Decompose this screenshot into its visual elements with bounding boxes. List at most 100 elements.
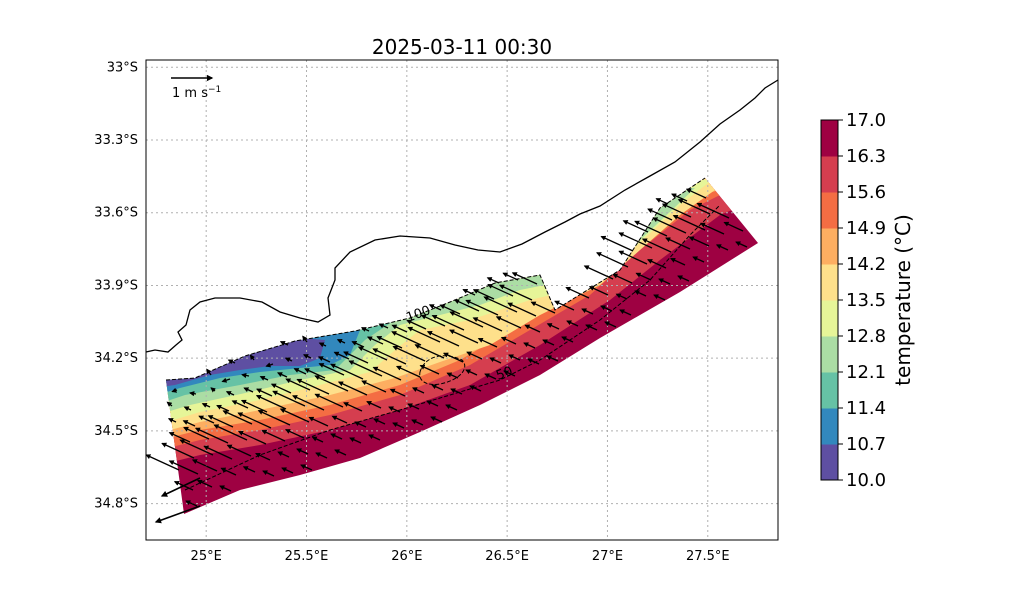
current-arrow	[677, 275, 690, 282]
current-arrow	[368, 434, 381, 441]
current-arrow	[330, 363, 364, 380]
colorbar-tick-label: 14.2	[846, 254, 886, 275]
current-arrow	[213, 424, 248, 441]
current-arrow	[445, 404, 458, 411]
current-arrow	[699, 222, 725, 235]
current-arrow	[293, 368, 307, 375]
current-arrow	[622, 220, 649, 233]
y-tick-label: 33.6°S	[94, 206, 138, 221]
current-arrow	[561, 336, 574, 343]
current-arrow	[360, 327, 370, 332]
current-arrow	[227, 359, 236, 365]
colorbar-band	[821, 264, 838, 301]
colorbar-band	[821, 372, 838, 409]
axes-frame	[145, 59, 779, 541]
colorbar-band	[821, 408, 838, 445]
current-arrow	[388, 406, 401, 413]
current-arrow	[661, 203, 692, 218]
current-arrow	[182, 420, 196, 427]
colorbar-label: temperature (°C)	[891, 214, 915, 386]
current-arrow	[392, 422, 405, 429]
current-arrow	[226, 444, 252, 457]
current-arrow	[281, 467, 294, 474]
current-arrow	[426, 331, 460, 347]
colorbar-band	[821, 444, 838, 481]
current-arrow	[256, 388, 273, 397]
current-arrow	[507, 302, 537, 317]
colorbar-band	[821, 120, 838, 157]
current-arrow	[336, 339, 346, 344]
current-arrow	[665, 237, 691, 250]
current-arrow	[581, 308, 594, 315]
current-arrow	[585, 324, 598, 331]
colorbar-band	[821, 336, 838, 373]
current-arrow	[634, 220, 668, 237]
current-arrow	[511, 272, 538, 285]
current-arrow	[351, 341, 365, 348]
colorbar-band	[821, 228, 838, 265]
colorbar-tick-label: 12.1	[846, 362, 886, 383]
current-arrow	[196, 479, 213, 488]
current-arrow	[419, 364, 440, 375]
current-arrow	[618, 232, 653, 249]
current-arrow	[483, 296, 518, 313]
current-arrow	[189, 391, 197, 397]
colorbar-band	[821, 192, 838, 229]
current-arrow	[723, 221, 744, 232]
current-arrow	[450, 388, 463, 395]
y-tick-label: 34.8°S	[94, 497, 138, 512]
current-arrow	[484, 373, 497, 380]
current-arrow	[279, 341, 289, 346]
current-arrow	[431, 384, 444, 391]
current-arrow	[672, 214, 706, 231]
current-arrow	[166, 401, 173, 407]
current-arrow	[671, 193, 688, 202]
current-arrow	[530, 301, 556, 314]
current-arrow	[635, 272, 652, 281]
current-arrow	[249, 354, 255, 361]
current-arrow	[715, 244, 729, 251]
current-arrow	[314, 375, 349, 392]
current-arrow	[600, 305, 613, 312]
current-arrow	[692, 256, 705, 263]
current-arrow	[279, 408, 310, 423]
current-arrow	[407, 326, 441, 343]
current-arrow	[302, 335, 308, 343]
current-arrow	[343, 402, 363, 412]
current-arrow	[333, 351, 350, 360]
x-tick-label: 25.5°E	[285, 549, 329, 564]
current-arrow	[583, 265, 614, 280]
current-arrow	[154, 505, 201, 524]
current-arrow	[160, 477, 201, 497]
y-tick-label: 33.9°S	[94, 278, 138, 293]
current-arrow	[330, 433, 343, 440]
current-arrow	[523, 342, 536, 349]
current-arrow	[334, 449, 347, 456]
current-arrow	[472, 317, 503, 332]
current-arrow	[615, 293, 628, 300]
current-vectors	[145, 188, 748, 524]
current-arrow	[465, 369, 478, 376]
current-arrow	[185, 500, 198, 507]
current-arrow	[389, 388, 406, 397]
current-arrow	[653, 294, 666, 301]
current-arrow	[265, 362, 274, 368]
current-arrow	[527, 358, 540, 365]
current-arrow	[270, 383, 292, 394]
current-arrow	[277, 451, 290, 458]
current-arrow	[210, 387, 216, 393]
current-arrow	[411, 387, 425, 394]
current-arrow	[317, 356, 331, 363]
current-arrow	[222, 410, 253, 425]
current-arrow	[337, 381, 368, 396]
current-arrow	[500, 336, 517, 345]
current-arrow	[198, 415, 215, 424]
current-arrow	[311, 436, 324, 443]
y-tick-label: 34.2°S	[94, 351, 138, 366]
current-arrow	[318, 363, 345, 376]
current-arrow	[634, 290, 647, 297]
current-arrow	[372, 348, 407, 365]
colorbar-band	[821, 156, 838, 193]
current-arrow	[231, 400, 249, 409]
